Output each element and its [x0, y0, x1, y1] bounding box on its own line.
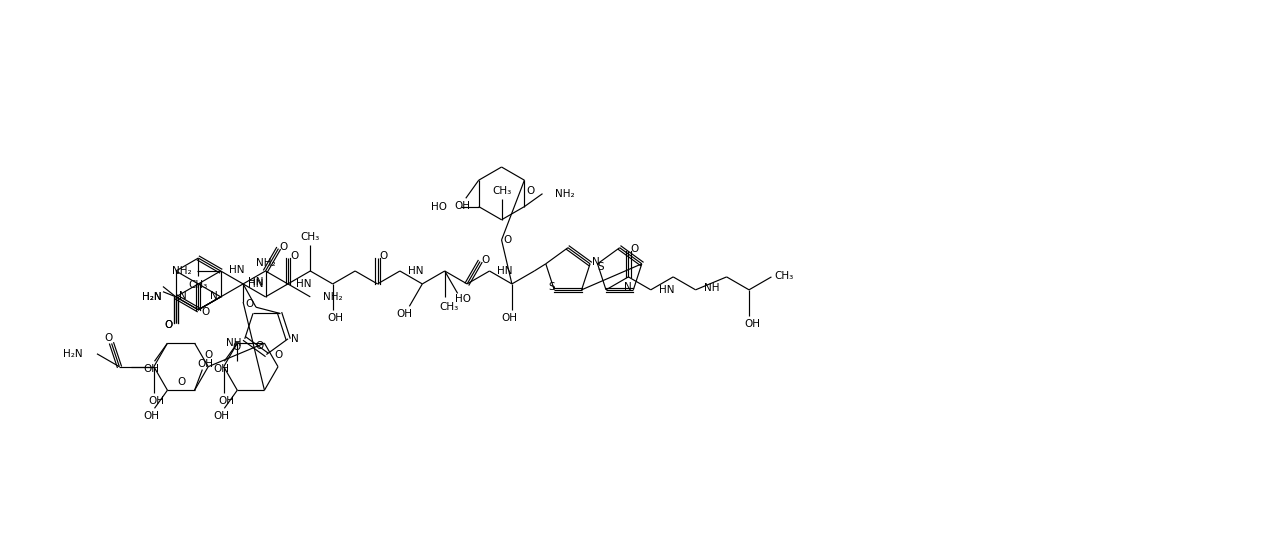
Text: O: O: [380, 251, 387, 261]
Text: OH: OH: [144, 411, 160, 421]
Text: HN: HN: [498, 266, 514, 276]
Text: CH₃: CH₃: [775, 271, 794, 281]
Text: N: N: [624, 282, 632, 292]
Text: H₂N: H₂N: [143, 292, 162, 302]
Text: CH₃: CH₃: [439, 302, 458, 312]
Text: O: O: [274, 350, 282, 360]
Text: NH₂: NH₂: [171, 266, 192, 276]
Text: N: N: [210, 291, 218, 301]
Text: OH: OH: [396, 309, 412, 319]
Text: O: O: [245, 299, 254, 309]
Text: OH: OH: [197, 359, 214, 369]
Text: CH₃: CH₃: [492, 186, 511, 196]
Text: NH: NH: [704, 283, 719, 293]
Text: HN: HN: [659, 285, 674, 295]
Text: OH: OH: [328, 313, 344, 323]
Text: OH: OH: [214, 364, 229, 374]
Text: CH₃: CH₃: [301, 232, 320, 242]
Text: NH₂: NH₂: [323, 292, 342, 302]
Text: HN: HN: [408, 266, 423, 276]
Text: O: O: [205, 350, 212, 360]
Text: N: N: [291, 334, 299, 344]
Text: OH: OH: [144, 364, 160, 374]
Text: NH₂: NH₂: [556, 188, 575, 199]
Text: NH₂: NH₂: [256, 258, 275, 268]
Text: HN: HN: [248, 279, 264, 289]
Text: N: N: [592, 257, 600, 267]
Text: OH: OH: [501, 313, 517, 323]
Text: OH: OH: [454, 201, 471, 211]
Text: HN: HN: [229, 265, 245, 275]
Text: O: O: [526, 186, 534, 197]
Text: S: S: [548, 282, 555, 292]
Text: OH: OH: [149, 395, 165, 406]
Text: OH: OH: [219, 395, 234, 406]
Text: HO: HO: [454, 294, 471, 305]
Text: O: O: [291, 251, 299, 261]
Text: O: O: [165, 320, 172, 330]
Text: O: O: [279, 241, 287, 252]
Text: HN: HN: [248, 277, 264, 287]
Text: O: O: [104, 333, 113, 343]
Text: HN: HN: [296, 279, 311, 289]
Text: OH: OH: [214, 411, 229, 421]
Text: N: N: [179, 291, 187, 301]
Text: H₂N: H₂N: [143, 292, 162, 302]
Text: CH₃: CH₃: [189, 280, 208, 290]
Text: H₂N: H₂N: [63, 349, 84, 359]
Text: OH: OH: [744, 319, 761, 329]
Text: O: O: [256, 341, 264, 351]
Text: HO: HO: [431, 201, 447, 212]
Text: O: O: [201, 307, 210, 317]
Text: NH: NH: [227, 338, 242, 348]
Text: S: S: [597, 262, 604, 272]
Text: O: O: [176, 377, 185, 387]
Text: O: O: [232, 342, 241, 352]
Text: O: O: [165, 320, 172, 330]
Text: O: O: [503, 235, 512, 245]
Text: O: O: [481, 254, 489, 265]
Text: O: O: [631, 244, 638, 254]
